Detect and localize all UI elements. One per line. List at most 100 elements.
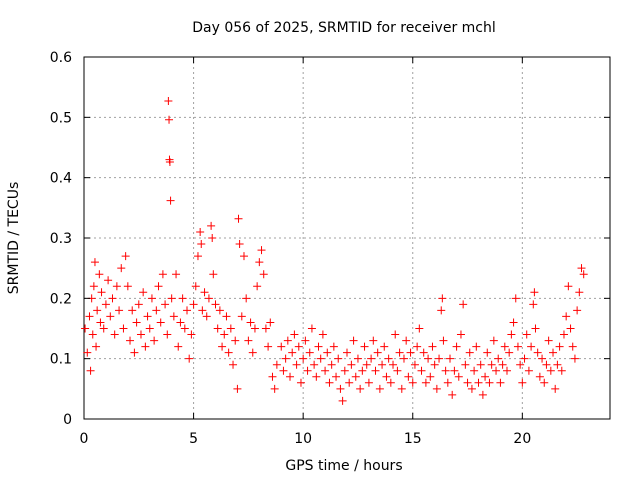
data-point [88,330,97,339]
data-point [485,378,494,387]
data-point [200,288,209,297]
data-point [432,384,441,393]
data-point [446,354,455,363]
data-point [189,300,198,309]
data-point [557,366,566,375]
data-point [538,354,547,363]
data-point [343,348,351,357]
data-point [579,270,588,279]
data-point [358,366,367,375]
data-point [292,360,301,369]
data-point [397,384,406,393]
data-point [463,378,472,387]
x-tick-label: 0 [80,431,89,447]
data-point [353,354,362,363]
data-point [143,312,152,321]
data-point [237,312,246,321]
data-point [441,366,450,375]
data-point [257,246,266,255]
data-point [406,348,415,357]
data-point [456,330,465,339]
data-point [489,336,498,345]
data-point [332,372,341,381]
data-point [174,342,183,351]
data-point [281,354,290,363]
data-point [461,360,470,369]
data-point [347,360,356,369]
data-point [128,306,137,315]
data-point [437,306,446,315]
y-tick-label: 0.3 [50,231,72,247]
y-tick-label: 0.6 [50,50,72,66]
data-point [158,270,167,279]
data-point [369,336,378,345]
data-point [283,336,292,345]
data-point [439,336,448,345]
data-point [101,300,110,309]
data-point [86,366,95,375]
data-point [296,378,305,387]
data-point [378,360,387,369]
data-point [152,306,161,315]
data-point [117,264,126,273]
data-point [121,252,130,261]
data-point [349,336,358,345]
data-point [209,270,218,279]
data-point [97,288,106,297]
data-point [90,258,99,267]
data-point [564,282,573,291]
x-tick-label: 15 [404,431,422,447]
data-point [546,366,555,375]
data-point [410,360,419,369]
data-point [345,378,354,387]
data-point [502,366,511,375]
data-point [452,342,461,351]
data-point [382,372,391,381]
data-point [391,330,400,339]
data-point [279,366,288,375]
data-point [500,342,509,351]
data-point [476,360,485,369]
data-point [533,348,542,357]
data-point [226,324,235,333]
data-point [327,360,336,369]
data-point [334,354,343,363]
data-point [134,300,143,309]
data-point [340,366,349,375]
data-point [250,324,259,333]
data-point [270,384,279,393]
data-point [380,342,389,351]
data-point [448,390,457,399]
data-point [218,342,227,351]
data-point [141,342,150,351]
data-point [106,312,115,321]
data-point [310,360,319,369]
data-point [196,227,205,236]
data-point [527,342,536,351]
data-point [402,336,411,345]
data-point [185,354,194,363]
y-tick-label: 0 [63,412,72,428]
data-point [520,354,529,363]
data-point [178,294,187,303]
data-point [421,378,430,387]
data-point [89,282,98,291]
data-point [222,312,231,321]
data-point [496,378,505,387]
data-point [154,282,163,291]
data-point [467,384,476,393]
data-point [413,342,422,351]
data-point [415,324,424,333]
data-point [575,288,584,297]
data-point [419,348,428,357]
data-point [570,354,579,363]
data-point [470,366,479,375]
data-point [544,336,553,345]
data-point [465,348,474,357]
data-point [481,372,490,381]
data-point [513,342,522,351]
data-point [459,300,468,309]
data-point [193,252,202,261]
axis-ticks: 0 0.1 0.2 0.3 0.4 0.5 0.6 0 5 10 15 20 [50,50,610,447]
data-point [553,360,562,369]
